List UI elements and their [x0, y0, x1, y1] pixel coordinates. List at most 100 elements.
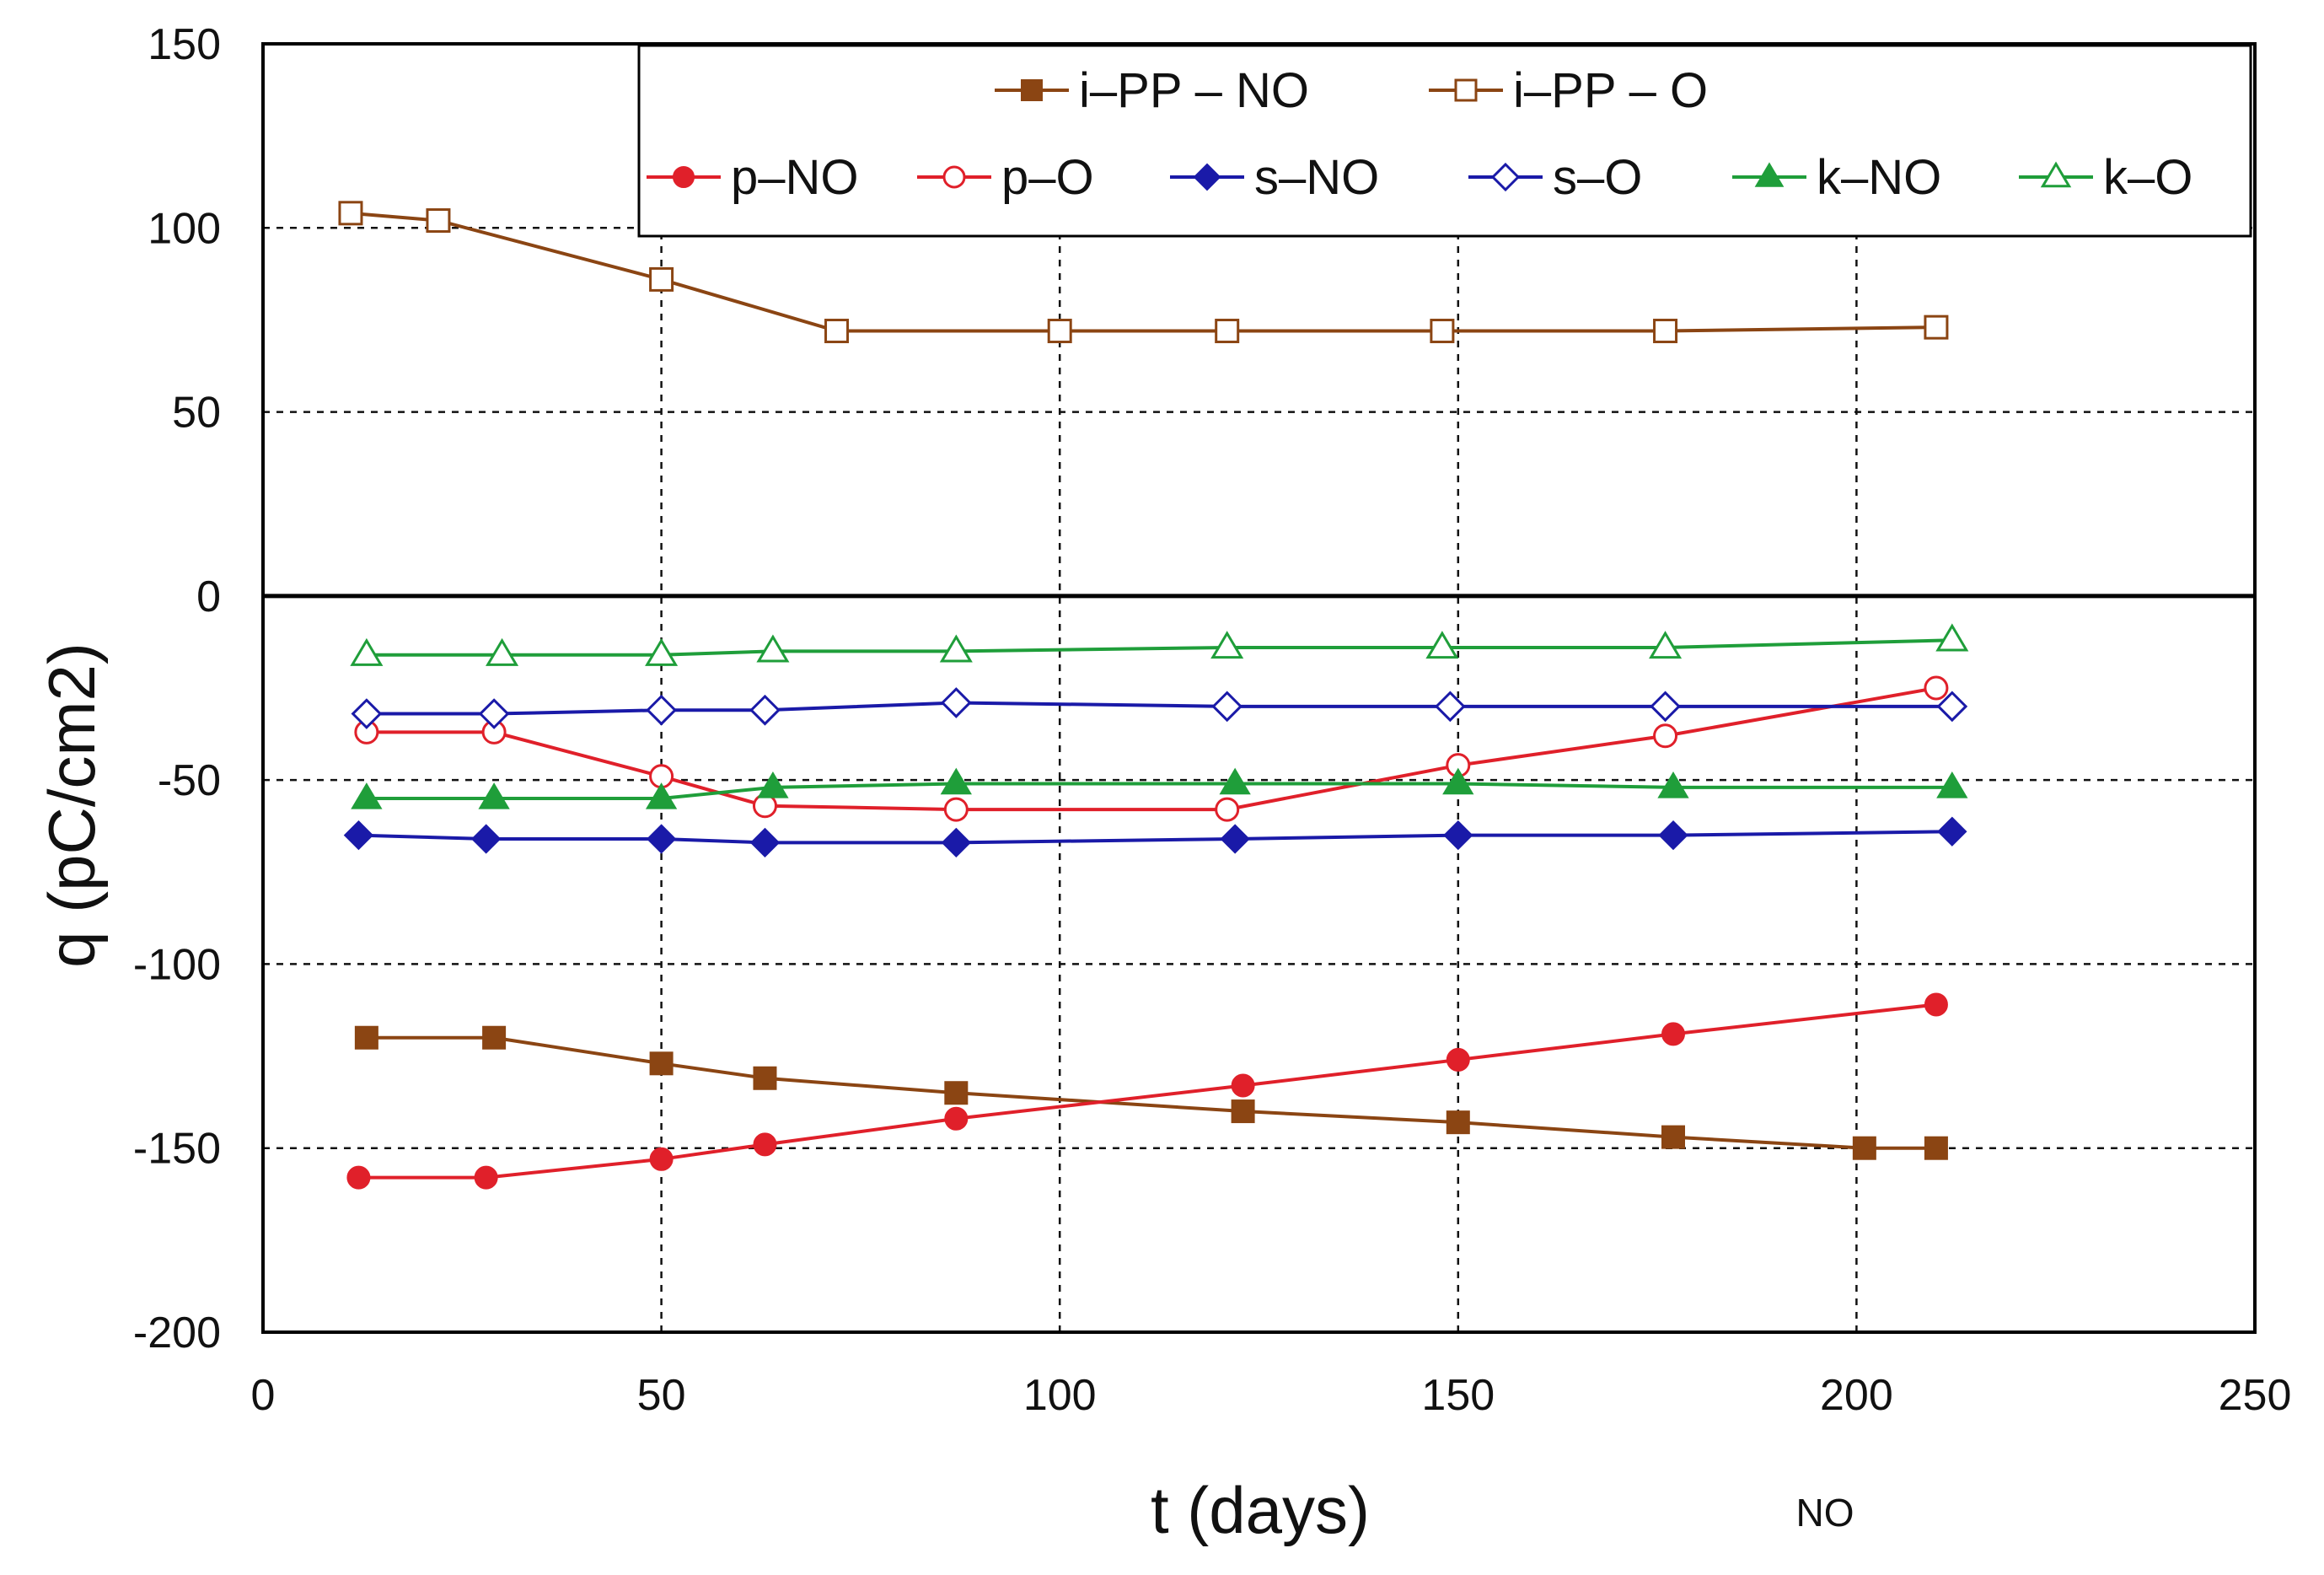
legend-swatch-marker [1193, 163, 1221, 191]
data-point-k-o [756, 634, 790, 663]
data-point-p-no [1446, 1047, 1470, 1072]
y-tick-label: 150 [148, 20, 221, 69]
data-point-k-no [1936, 771, 1968, 798]
data-point-p-o [1924, 675, 1949, 701]
data-point-p-no [944, 1106, 969, 1131]
data-point-p-no [346, 1165, 371, 1190]
legend-label: p–NO [731, 150, 859, 205]
legend-swatch-marker [2040, 161, 2072, 188]
legend-item-i-pp-no: i–PP – NO [995, 63, 1309, 118]
data-point-s-o [940, 687, 972, 718]
data-point-i-pp-o [1047, 319, 1072, 344]
series-s-no [343, 816, 1967, 858]
data-point-i-pp-no [354, 1025, 378, 1050]
y-tick-label: -50 [158, 756, 221, 805]
data-point-k-no [645, 782, 678, 809]
x-tick-label: 50 [637, 1371, 686, 1420]
legend-item-k-o: k–O [2019, 150, 2193, 205]
data-point-i-pp-no [1924, 1136, 1948, 1160]
y-axis-title: q (pC/cm2) [35, 642, 109, 968]
data-point-i-pp-no [649, 1051, 674, 1076]
series-k-o [350, 623, 1969, 666]
y-tick-label: -150 [133, 1125, 221, 1174]
data-point-i-pp-no [1661, 1125, 1686, 1149]
data-point-i-pp-o [649, 266, 674, 292]
data-point-k-no [1442, 767, 1474, 795]
data-point-k-no [757, 771, 789, 798]
data-point-i-pp-no [482, 1025, 507, 1050]
legend-label: s–O [1553, 150, 1642, 205]
legend-item-s-no: s–NO [1170, 150, 1379, 205]
data-point-i-pp-o [824, 319, 850, 344]
x-tick-label: 250 [2219, 1371, 2292, 1420]
x-tick-label: 100 [1023, 1371, 1097, 1420]
data-point-k-o [1935, 623, 1969, 652]
y-tick-label: 0 [196, 572, 221, 621]
series-i-pp-o [338, 201, 1949, 344]
series-line-k-o [366, 638, 1952, 657]
y-tick-label: 100 [148, 204, 221, 253]
legend-swatch-marker [1454, 78, 1478, 102]
data-point-k-no [478, 782, 510, 809]
legend-label: k–O [2103, 150, 2193, 205]
data-point-i-pp-o [1215, 319, 1240, 344]
legend-swatch-marker [1490, 162, 1521, 192]
data-point-p-no [1924, 992, 1948, 1017]
legend-label: k–NO [1817, 150, 1941, 205]
data-point-s-no [343, 820, 374, 851]
data-point-s-o [351, 698, 383, 729]
series-k-no [351, 767, 1968, 809]
x-tick-label: 150 [1421, 1371, 1495, 1420]
data-point-s-o [1434, 691, 1466, 723]
data-point-s-no [1937, 816, 1967, 847]
data-point-s-no [941, 827, 971, 858]
data-point-p-no [474, 1165, 498, 1190]
legend-swatch-marker [1754, 162, 1785, 187]
data-point-i-pp-o [1653, 319, 1678, 344]
y-tick-label: -100 [133, 940, 221, 989]
data-point-k-o [645, 637, 679, 666]
data-point-s-o [646, 694, 677, 726]
data-point-k-no [940, 767, 972, 795]
legend-item-p-o: p–O [917, 150, 1094, 205]
data-point-p-no [1231, 1073, 1255, 1098]
data-point-i-pp-no [1231, 1099, 1255, 1124]
legend-item-i-pp-o: i–PP – O [1429, 63, 1708, 118]
legend-swatch-marker [942, 165, 966, 189]
legend-label: i–PP – NO [1079, 63, 1309, 118]
data-point-p-o [752, 793, 777, 819]
data-point-s-no [1443, 820, 1473, 851]
legend-swatch-marker [1021, 79, 1043, 101]
legend-label: s–NO [1254, 150, 1379, 205]
series-p-o [354, 675, 1949, 822]
data-point-s-o [478, 698, 510, 729]
data-point-i-pp-no [944, 1081, 969, 1105]
data-point-k-no [351, 782, 383, 809]
series-s-o [351, 687, 1968, 729]
data-point-p-o [1653, 723, 1678, 749]
series-line-s-no [358, 830, 1952, 845]
plot-frame [261, 42, 2257, 1334]
data-point-p-o [943, 797, 969, 822]
legend-item-p-no: p–NO [647, 150, 859, 205]
data-point-i-pp-o [1924, 314, 1949, 340]
series-line-k-no [366, 782, 1952, 800]
legend: i–PP – NO i–PP – O p–NO p–O s–NO s–O k–NO k–O [637, 44, 2252, 238]
data-point-s-o [1211, 691, 1243, 723]
data-point-s-no [646, 824, 677, 854]
data-point-k-o [939, 634, 973, 663]
data-point-s-no [470, 824, 502, 854]
data-point-k-o [486, 637, 519, 666]
series-line-i-pp-no [366, 1035, 1936, 1150]
data-point-k-o [1210, 631, 1244, 659]
legend-item-k-no: k–NO [1732, 150, 1941, 205]
data-point-k-o [1425, 631, 1459, 659]
axis-layer: 0 50 100 150 200 250 -200 -150 -100 -50 0 50 100 150 [133, 20, 2291, 1420]
data-point-p-no [753, 1132, 777, 1157]
data-point-s-no [1658, 820, 1688, 851]
corner-note: NO [1796, 1491, 1854, 1535]
data-point-i-pp-no [753, 1066, 777, 1090]
x-axis-title: t (days) [1151, 1473, 1370, 1547]
